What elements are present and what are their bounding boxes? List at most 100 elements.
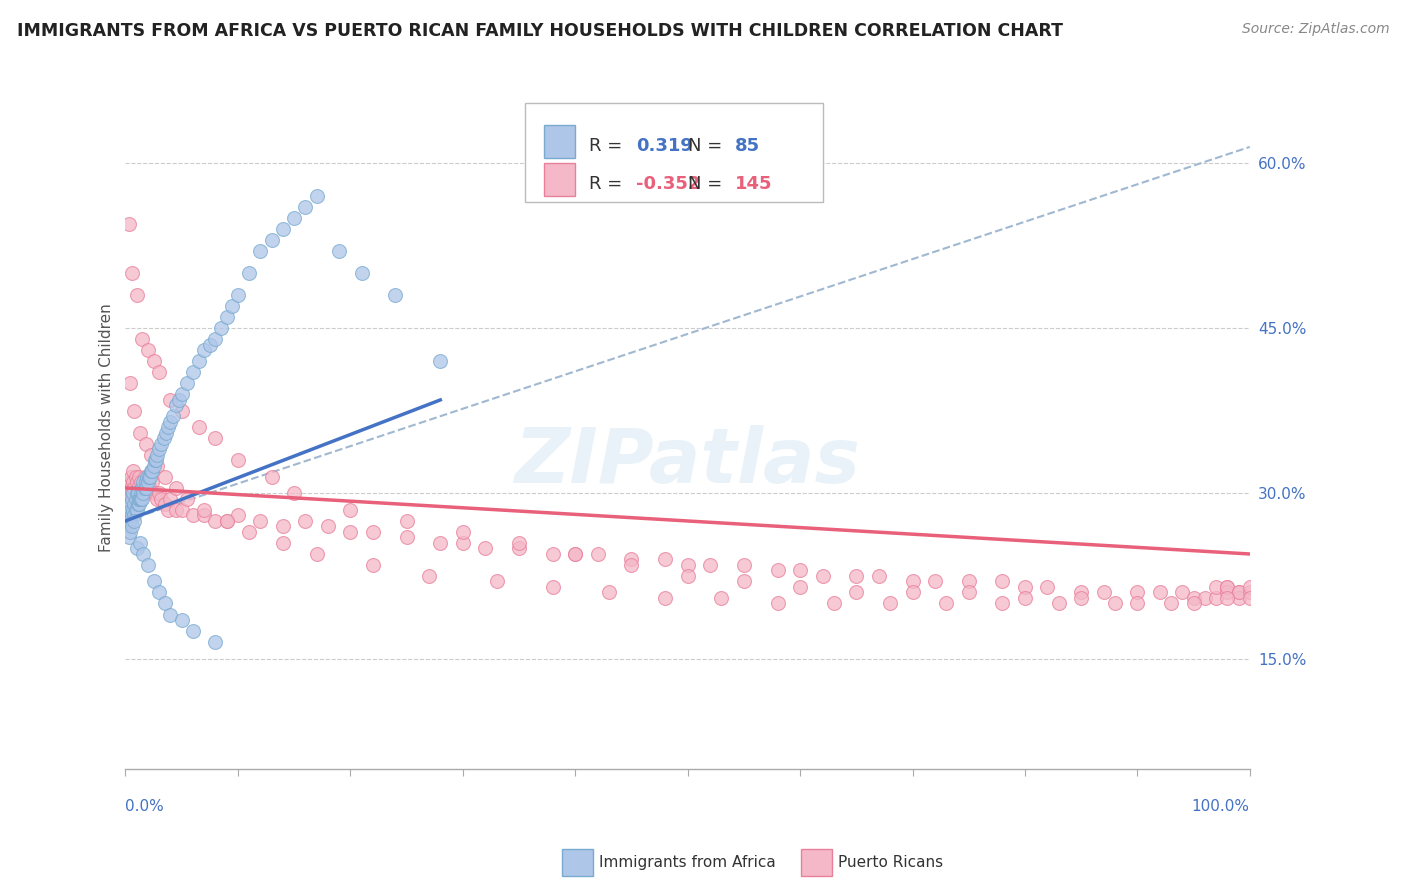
Point — [117, 519, 139, 533]
Point — [1014, 580, 1036, 594]
Point — [508, 536, 530, 550]
Text: -0.352: -0.352 — [636, 175, 700, 193]
Point — [129, 486, 152, 500]
Point — [395, 514, 418, 528]
Point — [169, 392, 191, 407]
Point — [134, 481, 156, 495]
Point — [127, 498, 149, 512]
Point — [132, 475, 155, 490]
Point — [991, 597, 1014, 611]
Point — [129, 491, 152, 506]
Point — [181, 366, 204, 380]
Point — [129, 425, 152, 440]
Point — [128, 498, 150, 512]
Point — [159, 491, 181, 506]
Point — [143, 486, 166, 500]
Point — [451, 524, 474, 539]
Point — [1216, 585, 1239, 599]
Point — [162, 409, 184, 424]
Point — [121, 519, 143, 533]
Point — [1092, 585, 1115, 599]
Point — [1227, 585, 1250, 599]
Point — [143, 453, 166, 467]
Point — [1205, 580, 1227, 594]
Point — [766, 597, 789, 611]
Point — [125, 486, 148, 500]
Point — [165, 503, 187, 517]
Point — [260, 470, 283, 484]
Point — [654, 591, 676, 605]
Text: Immigrants from Africa: Immigrants from Africa — [599, 855, 776, 870]
Point — [238, 524, 260, 539]
Point — [136, 470, 159, 484]
Point — [132, 486, 155, 500]
Point — [136, 475, 159, 490]
Point — [131, 481, 153, 495]
Point — [221, 300, 243, 314]
Point — [271, 222, 294, 236]
Point — [766, 564, 789, 578]
Point — [120, 470, 142, 484]
Point — [1036, 580, 1059, 594]
Text: 85: 85 — [735, 136, 761, 154]
Point — [134, 470, 156, 484]
Text: Source: ZipAtlas.com: Source: ZipAtlas.com — [1241, 22, 1389, 37]
Point — [1126, 597, 1149, 611]
Point — [924, 574, 946, 589]
Point — [131, 491, 153, 506]
Point — [305, 547, 328, 561]
Text: ZIPatlas: ZIPatlas — [515, 425, 860, 499]
Point — [339, 524, 361, 539]
Point — [176, 376, 198, 391]
Point — [957, 574, 980, 589]
Point — [125, 475, 148, 490]
Point — [135, 475, 157, 490]
Point — [129, 491, 152, 506]
Point — [170, 404, 193, 418]
Point — [305, 189, 328, 203]
Point — [283, 486, 305, 500]
Point — [901, 574, 924, 589]
Point — [429, 354, 451, 368]
Point — [474, 541, 496, 556]
Point — [283, 211, 305, 226]
Point — [118, 514, 141, 528]
Point — [176, 491, 198, 506]
Point — [384, 288, 406, 302]
Point — [271, 536, 294, 550]
Point — [128, 470, 150, 484]
Point — [868, 569, 890, 583]
Point — [148, 486, 170, 500]
Text: R =: R = — [589, 136, 627, 154]
Point — [204, 514, 226, 528]
Point — [155, 425, 177, 440]
Point — [153, 597, 176, 611]
Text: 145: 145 — [735, 175, 772, 193]
Point — [620, 558, 643, 572]
Point — [124, 491, 146, 506]
Point — [1160, 597, 1182, 611]
Point — [187, 420, 209, 434]
Point — [193, 508, 215, 523]
Point — [135, 470, 157, 484]
Point — [1171, 585, 1194, 599]
Point — [204, 432, 226, 446]
FancyBboxPatch shape — [524, 103, 823, 202]
Point — [429, 536, 451, 550]
Text: N =: N = — [688, 175, 728, 193]
Point — [141, 448, 163, 462]
Point — [120, 498, 142, 512]
Point — [141, 465, 163, 479]
Point — [350, 267, 373, 281]
Point — [1047, 597, 1070, 611]
Point — [1239, 580, 1261, 594]
Point — [1014, 591, 1036, 605]
Point — [118, 531, 141, 545]
Point — [128, 491, 150, 506]
Point — [145, 453, 167, 467]
Point — [121, 508, 143, 523]
Point — [1104, 597, 1126, 611]
Point — [598, 585, 620, 599]
Point — [136, 558, 159, 572]
Point — [1194, 591, 1216, 605]
